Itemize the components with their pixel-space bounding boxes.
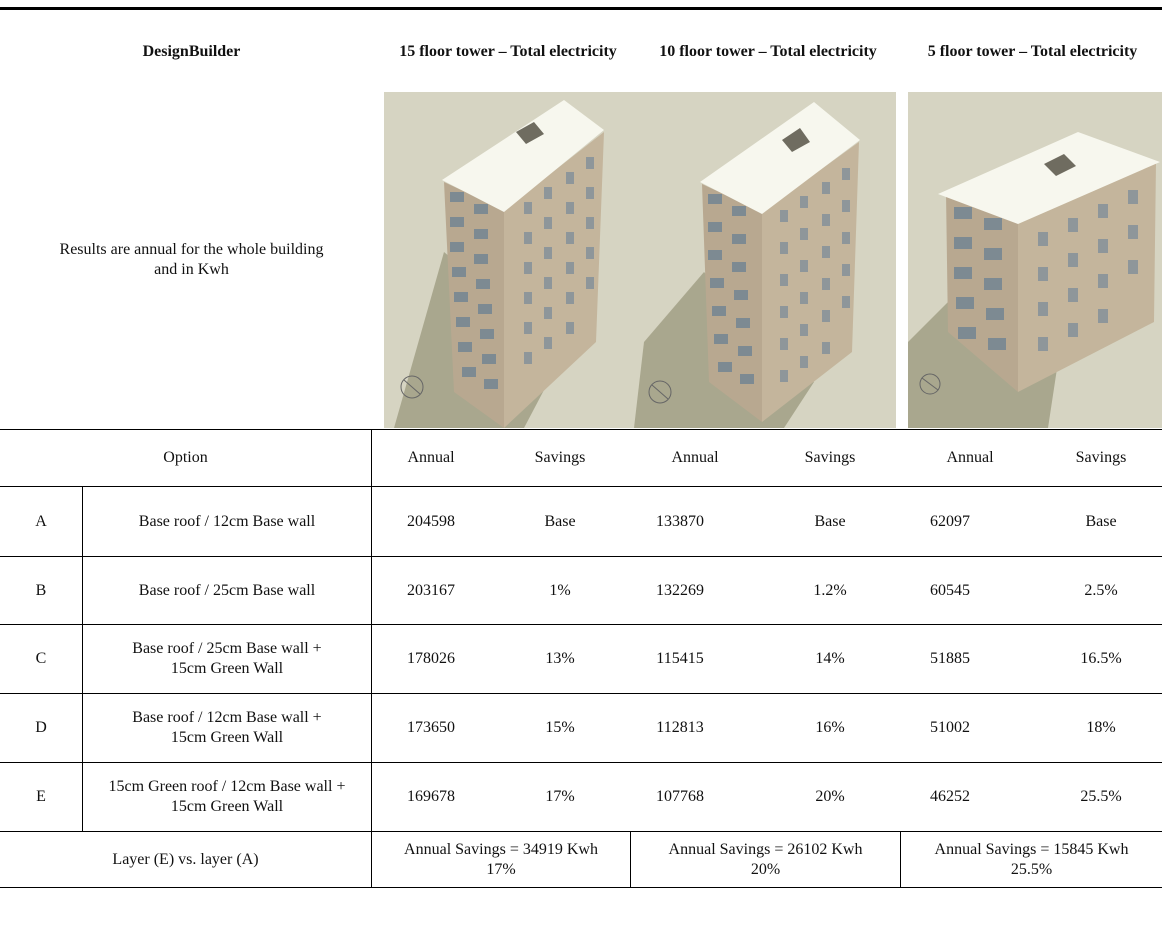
row-id: A [35,512,47,530]
row-id: D [35,719,47,736]
annual-15: 178026 [407,650,455,667]
column-savings-10: Savings [804,449,856,466]
header-tool: DesignBuilder [142,42,241,60]
rule-row-a [0,556,1162,557]
savings-5: 25.5% [1080,788,1122,805]
savings-10: 20% [815,788,845,805]
tower-renders-15-10 [384,92,896,428]
header-tower-15: 15 floor tower – Total electricity [399,42,617,60]
rule-row-d [0,762,1162,763]
annual-15: 169678 [407,788,455,805]
tower-15-render [394,100,604,428]
savings-15: Base [544,512,576,530]
column-annual-5: Annual [946,449,994,466]
savings-15: 15% [545,719,575,736]
savings-10: Base [814,512,846,530]
row-description: Base roof / 12cm Base wall + 15cm Green … [132,709,322,746]
rule-id-divider [82,486,83,832]
annual-5: 46252 [930,788,970,805]
rule-row-e [0,831,1162,832]
rule-summary-divider-2 [900,831,901,888]
annual-5: 62097 [930,512,970,530]
tower-10-render [634,102,860,428]
column-option: Option [163,449,208,466]
annual-15: 173650 [407,719,455,736]
summary-10: Annual Savings = 26102 Kwh 20% [668,840,863,878]
rule-summary-divider-1 [630,831,631,888]
savings-5: 18% [1086,719,1116,736]
savings-10: 16% [815,719,845,736]
annual-10: 132269 [656,581,704,599]
summary-label: Layer (E) vs. layer (A) [112,850,259,868]
table-bottom-rule [0,887,1162,888]
annual-5: 51885 [930,650,970,667]
savings-5: 2.5% [1084,581,1118,599]
rule-row-b [0,624,1162,625]
row-description: Base roof / 12cm Base wall [138,512,316,530]
savings-5: Base [1085,512,1117,530]
table-top-rule [0,7,1162,10]
rule-row-c [0,693,1162,694]
column-savings-5: Savings [1075,449,1127,466]
savings-15: 13% [545,650,575,667]
summary-5: Annual Savings = 15845 Kwh 25.5% [934,840,1129,878]
annual-15: 204598 [407,512,455,530]
header-tower-10: 10 floor tower – Total electricity [659,42,877,60]
rule-after-images [0,429,1162,430]
annual-5: 51002 [930,719,970,736]
results-note: Results are annual for the whole buildin… [59,241,324,278]
column-annual-15: Annual [407,449,455,466]
annual-5: 60545 [930,581,970,599]
row-id: B [35,581,47,599]
row-id: C [35,650,47,667]
savings-15: 17% [545,788,575,805]
annual-10: 115415 [656,650,704,667]
annual-10: 133870 [656,512,704,530]
row-description: Base roof / 25cm Base wall + 15cm Green … [132,640,322,677]
annual-10: 107768 [656,788,704,805]
tower-render-5 [908,92,1162,428]
column-savings-15: Savings [534,449,586,466]
rule-after-columns [0,486,1162,487]
summary-15: Annual Savings = 34919 Kwh 17% [404,840,598,878]
row-description: 15cm Green roof / 12cm Base wall + 15cm … [108,778,346,815]
row-id: E [36,788,46,805]
column-annual-10: Annual [671,449,719,466]
annual-15: 203167 [407,581,455,599]
row-description: Base roof / 25cm Base wall [138,581,316,599]
savings-10: 14% [815,650,845,667]
savings-5: 16.5% [1080,650,1122,667]
rule-option-divider [371,429,372,888]
savings-10: 1.2% [813,581,847,599]
savings-15: 1% [549,581,571,599]
header-tower-5: 5 floor tower – Total electricity [927,42,1138,60]
annual-10: 112813 [656,719,704,736]
